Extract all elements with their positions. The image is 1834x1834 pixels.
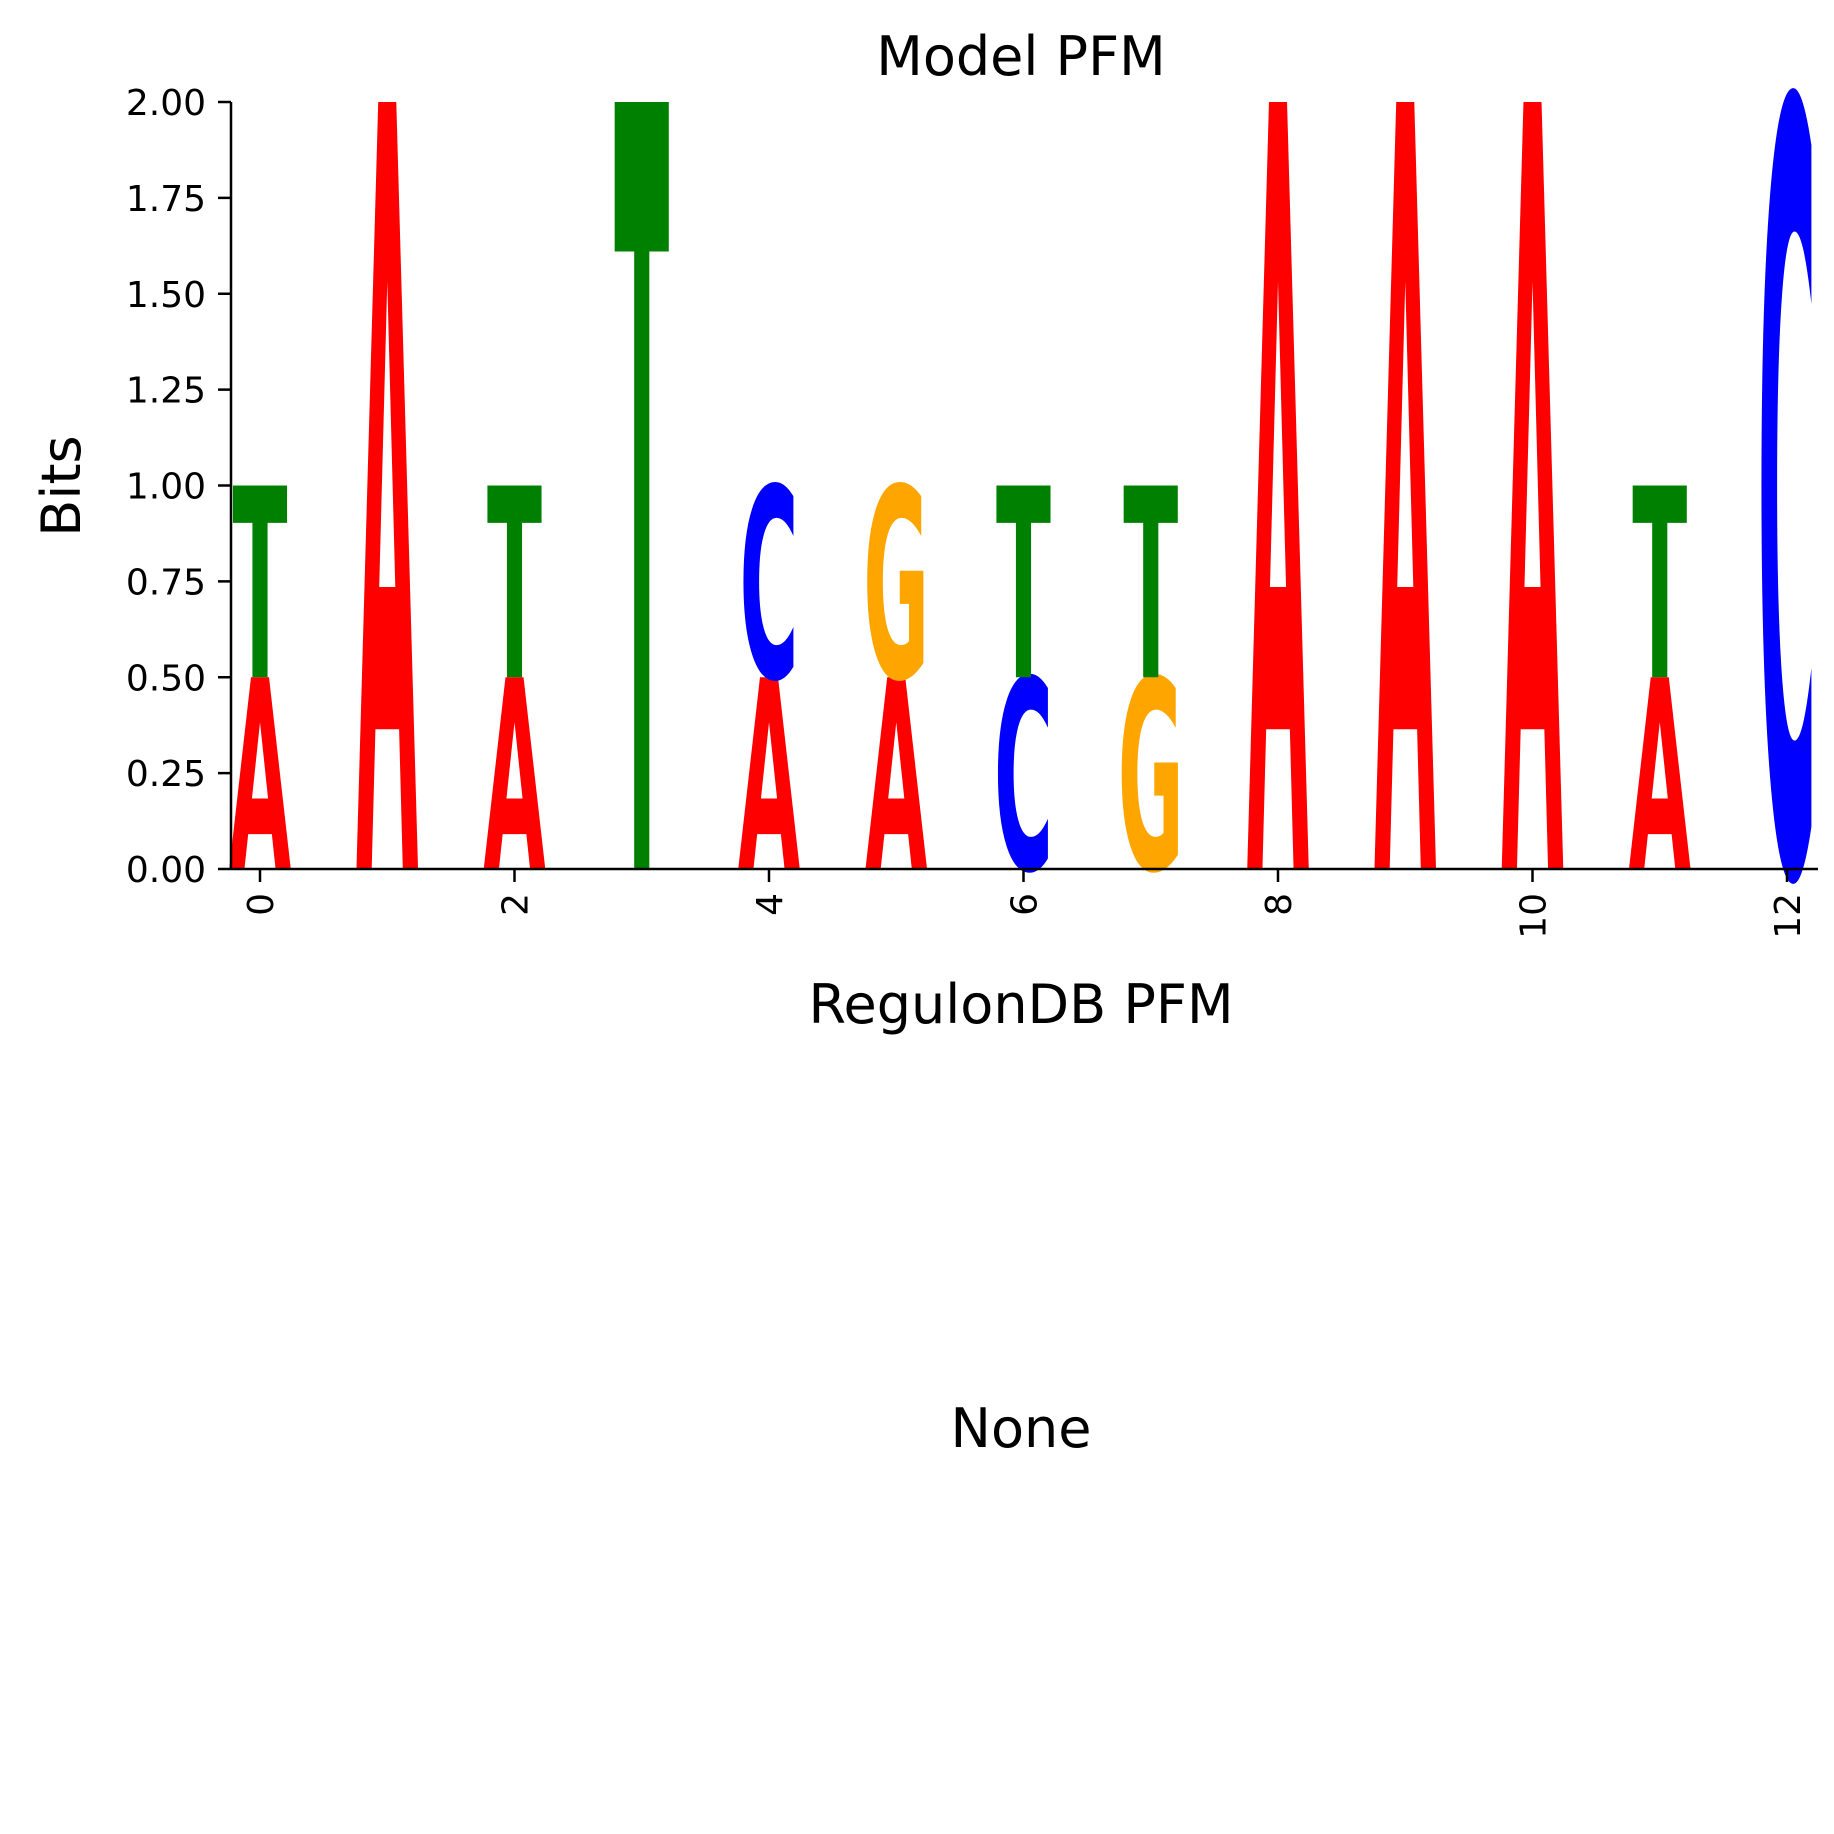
- logo-letter-g: G: [863, 432, 929, 739]
- logo-letter-a: A: [356, 0, 419, 1117]
- logo-letter-t: T: [614, 0, 669, 1117]
- x-axis-label: RegulonDB PFM: [808, 973, 1233, 1036]
- x-tick-label: 10: [1514, 893, 1555, 939]
- logo-letter-a: A: [1374, 0, 1437, 1117]
- y-tick-label: 0.25: [126, 754, 206, 795]
- y-tick-label: 1.00: [126, 467, 206, 508]
- second-panel-title: None: [951, 1397, 1092, 1460]
- x-tick-label: 12: [1768, 893, 1809, 939]
- x-ticks: 024681012141618202224: [241, 869, 1809, 939]
- x-tick-label: 4: [750, 893, 791, 916]
- chart-title: Model PFM: [876, 25, 1166, 88]
- logo-glyphs: ATAATTACAGCTGTAAAATCGTCGGAATCAGTAAA: [229, 0, 1817, 1117]
- x-tick-label: 2: [496, 893, 537, 916]
- y-tick-label: 0.50: [126, 658, 206, 699]
- x-tick-label: 8: [1259, 893, 1300, 916]
- y-axis-label: Bits: [30, 435, 93, 536]
- logo-letter-t: T: [996, 432, 1051, 739]
- logo-letter-c: C: [739, 432, 798, 739]
- logo-letter-a: A: [1629, 624, 1691, 931]
- logo-letter-a: A: [1247, 0, 1310, 1117]
- y-tick-label: 0.00: [126, 850, 206, 891]
- x-tick-label: 0: [241, 893, 282, 916]
- y-ticks: 0.00 0.25 0.50 0.75 1.00 1.25 1.50 1.75 2.00: [126, 83, 231, 891]
- logo-letter-g: G: [1118, 624, 1184, 931]
- y-tick-label: 1.25: [126, 371, 206, 412]
- logo-letter-t: T: [1123, 432, 1178, 739]
- logo-letter-t: T: [233, 432, 288, 739]
- logo-letter-c: C: [1757, 0, 1816, 1117]
- logo-letter-t: T: [1632, 432, 1687, 739]
- y-tick-label: 1.75: [126, 179, 206, 220]
- logo-letter-t: T: [487, 432, 542, 739]
- logo-letter-a: A: [865, 624, 927, 931]
- y-tick-label: 0.75: [126, 562, 206, 603]
- logo-letter-a: A: [1501, 0, 1564, 1117]
- x-tick-label: 6: [1005, 893, 1046, 916]
- y-tick-label: 2.00: [126, 83, 206, 124]
- y-tick-label: 1.50: [126, 275, 206, 316]
